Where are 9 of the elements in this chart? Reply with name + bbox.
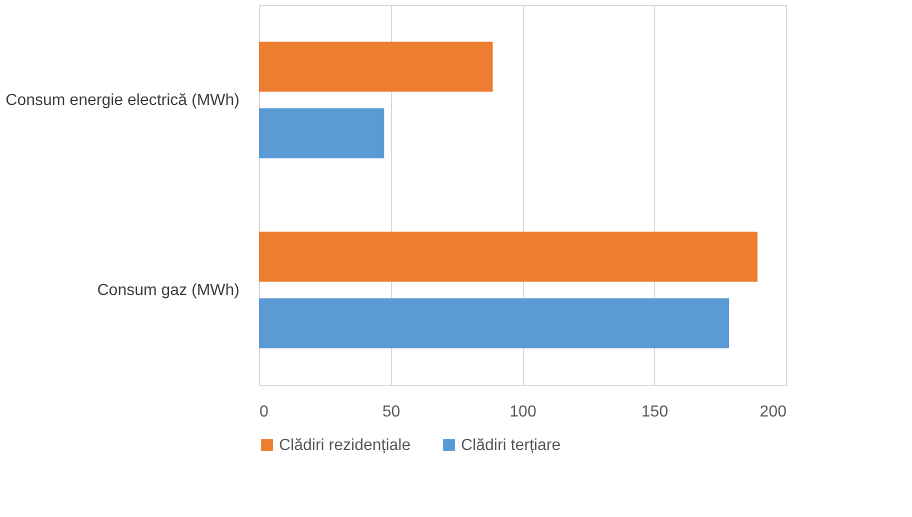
legend-label: Clădiri terțiare: [461, 437, 561, 454]
y-tick-label: Consum gaz (MWh): [97, 282, 240, 299]
legend-label: Clădiri rezidențiale: [279, 437, 411, 454]
x-tick-label: 50: [382, 404, 400, 420]
x-tick-label: 0: [260, 404, 268, 420]
y-tick-label: Consum energie electrică (MWh): [6, 92, 240, 109]
x-tick-label: 200: [760, 404, 787, 420]
x-tick-label: 100: [510, 404, 536, 420]
x-tick-label: 150: [641, 404, 668, 420]
